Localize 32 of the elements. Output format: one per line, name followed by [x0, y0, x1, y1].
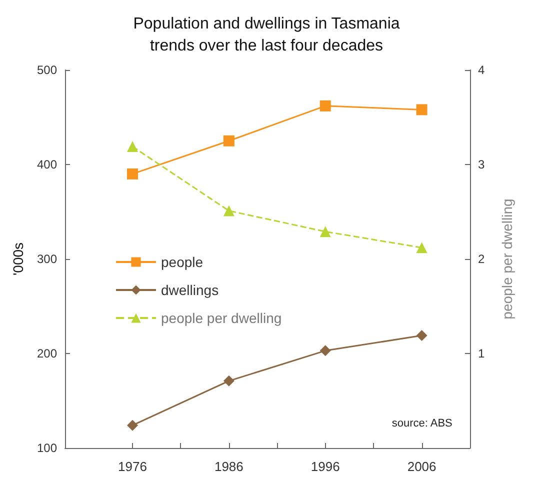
y-tick-label: 300 [36, 252, 58, 266]
point [320, 345, 331, 356]
y-axis-title: '000s [10, 242, 26, 276]
y2-tick-label: 3 [478, 158, 485, 172]
point [416, 330, 428, 342]
point [320, 100, 331, 112]
y2-tick-label: 2 [478, 252, 485, 266]
y2-tick-label: 1 [478, 346, 485, 360]
point [127, 420, 138, 431]
x-tick-label: 2006 [407, 459, 436, 474]
point [416, 242, 428, 254]
y-tick-label: 500 [36, 63, 58, 77]
chart-title: Population and dwellings in Tasmania trends over the last four decades [133, 16, 400, 54]
x-tick-label: 1976 [118, 459, 147, 474]
point [416, 104, 428, 116]
x-tick-label: 1996 [310, 459, 340, 474]
point [223, 135, 234, 146]
point [127, 168, 138, 180]
legend-label: people [161, 254, 204, 270]
y2-axis-title: people per dwelling [499, 198, 515, 320]
y-tick-label: 200 [36, 346, 58, 360]
point [223, 375, 234, 386]
y-tick-label: 400 [36, 158, 58, 172]
point [127, 141, 138, 152]
point [320, 226, 331, 238]
legend-label: people per dwelling [161, 310, 282, 326]
y-tick-label: 100 [36, 441, 58, 455]
legend-label: dwellings [161, 282, 219, 298]
point [223, 205, 234, 216]
annotation: source: ABS [392, 418, 452, 430]
y2-tick-label: 4 [478, 63, 485, 77]
x-tick-label: 1986 [214, 459, 244, 474]
